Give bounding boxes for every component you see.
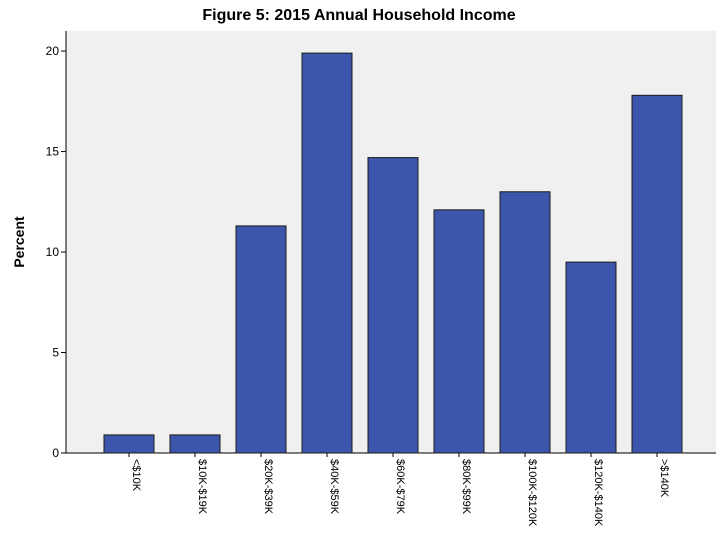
bar [631, 94, 683, 454]
x-tick-label: $60K-$79K [394, 459, 406, 515]
x-tick-label: <$10K [130, 459, 142, 492]
x-tick-label: $40K-$59K [328, 459, 340, 515]
x-tick-label: $20K-$39K [262, 459, 274, 515]
y-tick-label: 0 [52, 446, 59, 460]
y-tick-label: 5 [52, 346, 59, 360]
bar [301, 52, 353, 454]
bar [499, 191, 551, 454]
x-tick-label: $80K-$99K [460, 459, 472, 515]
y-axis: 0 5 10 15 20 [46, 31, 67, 460]
y-tick-label: 15 [46, 145, 60, 159]
bar [565, 261, 617, 454]
bar [235, 225, 287, 454]
x-tick-label: $10K-$19K [196, 459, 208, 515]
y-axis-label: Percent [11, 216, 27, 268]
x-tick-label: >$140K [658, 459, 670, 498]
chart-title: Figure 5: 2015 Annual Household Income [202, 7, 516, 24]
x-tick-label: $100K-$120K [526, 459, 538, 527]
x-tick-label: $120K-$140K [592, 459, 604, 527]
bar [433, 209, 485, 454]
bars [103, 52, 683, 454]
y-tick-label: 10 [46, 245, 60, 259]
bar [169, 434, 221, 454]
x-axis: <$10K $10K-$19K $20K-$39K $40K-$59K $60K-$79… [66, 452, 716, 527]
bar [367, 157, 419, 454]
bar [103, 434, 155, 454]
y-tick-label: 20 [46, 44, 60, 58]
